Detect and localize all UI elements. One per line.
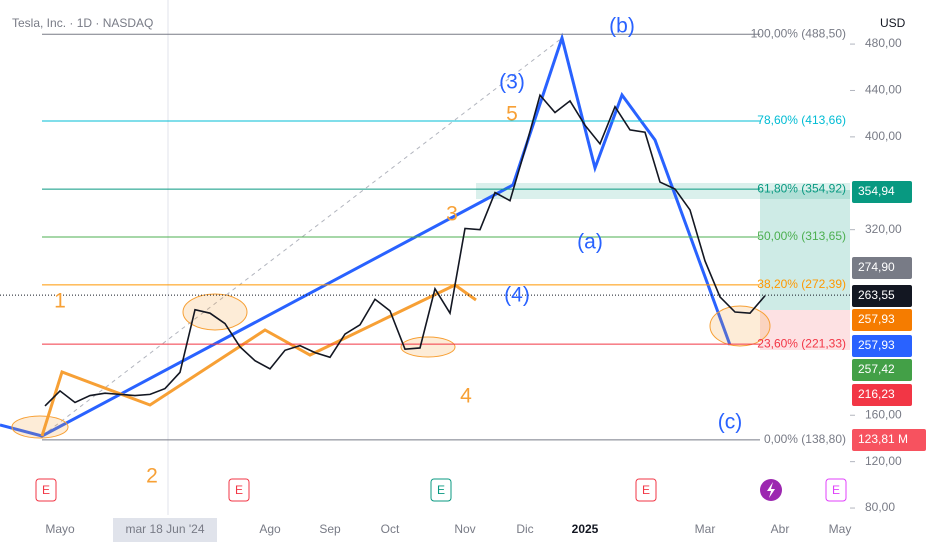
- event-label: E: [42, 483, 50, 497]
- y-tick-label: 80,00: [865, 500, 895, 514]
- price-tag: [852, 257, 912, 279]
- event-marker[interactable]: [228, 478, 250, 502]
- y-tick-label: 120,00: [865, 454, 902, 468]
- fib-label: 50,00% (313,65): [757, 229, 846, 243]
- trend-line: [41, 37, 563, 437]
- price-tag: [852, 181, 912, 203]
- wave-label: 1: [54, 290, 66, 313]
- x-tick-label: mar 18 Jun '24: [125, 522, 204, 536]
- event-markers: E E E E E: [35, 478, 847, 502]
- x-label-highlight: [113, 518, 217, 542]
- ellipse: [11, 415, 69, 439]
- zone: [476, 183, 850, 199]
- x-tick-label: Abr: [771, 522, 790, 536]
- price-tag-label: 354,94: [858, 184, 895, 198]
- y-tick-label: 440,00: [865, 83, 902, 97]
- ellipse: [182, 293, 248, 331]
- chart-title: Tesla, Inc. · 1D · NASDAQ: [12, 16, 153, 30]
- x-tick-label: Sep: [319, 522, 341, 536]
- price-tag: [852, 335, 912, 357]
- target-zone: [760, 190, 850, 310]
- price-line-series: [44, 93, 766, 407]
- icon: [767, 482, 775, 498]
- wave-label: (3): [499, 71, 525, 94]
- fib-label: 0,00% (138,80): [764, 432, 846, 446]
- wave-label: 5: [506, 103, 518, 126]
- ellipse: [709, 305, 771, 347]
- wave-label: (a): [577, 231, 603, 254]
- event-marker[interactable]: [635, 478, 657, 502]
- price-tag: [852, 429, 926, 451]
- price-tag-label: 274,90: [858, 260, 895, 274]
- event-label: E: [832, 483, 840, 497]
- price-tag: [852, 384, 912, 406]
- price-tag-label: 216,23: [858, 387, 895, 401]
- x-tick-label: Nov: [454, 522, 475, 536]
- price-tag-label: 263,55: [858, 288, 895, 302]
- event-marker[interactable]: [430, 478, 452, 502]
- wave-label: (b): [609, 15, 635, 38]
- x-tick-label: Ago: [259, 522, 281, 536]
- price-tag-label: 123,81 M: [858, 432, 908, 446]
- currency: USD: [880, 16, 906, 30]
- price-tag-label: 257,42: [858, 362, 895, 376]
- event-label: E: [235, 483, 243, 497]
- event-label: E: [437, 483, 445, 497]
- price-tag: [852, 359, 912, 381]
- y-tick-label: 320,00: [865, 222, 902, 236]
- fib-label: 61,80% (354,92): [757, 181, 846, 195]
- event-marker[interactable]: [35, 478, 57, 502]
- x-tick-label: Mar: [695, 522, 716, 536]
- wave-label: (c): [718, 411, 743, 434]
- price-tag: [852, 309, 912, 331]
- wave-label: 2: [146, 465, 158, 488]
- y-tick-label: 480,00: [865, 36, 902, 50]
- fib-label: 100,00% (488,50): [751, 26, 846, 40]
- event-label: E: [642, 483, 650, 497]
- x-tick-label: Mayo: [45, 522, 75, 536]
- y-tick-label: 160,00: [865, 407, 902, 421]
- ellipse: [400, 336, 456, 358]
- price-tag-label: 257,93: [858, 338, 895, 352]
- wave-label: 3: [446, 203, 458, 226]
- plot: 100,00% (488,50) 78,60% (413,66) 61,80% (3…: [0, 26, 850, 446]
- price-tag-label: 257,93: [858, 312, 895, 326]
- fib-label: 78,60% (413,66): [757, 113, 846, 127]
- wave-label: 4: [460, 385, 472, 408]
- price-tag: [852, 285, 912, 307]
- fib-label: 38,20% (272,39): [757, 277, 846, 291]
- fib-label: 23,60% (221,33): [757, 336, 846, 350]
- x-tick-label: Dic: [516, 522, 533, 536]
- stop-zone: [760, 310, 850, 350]
- wave-label: (4): [504, 284, 530, 307]
- x-tick-label: 2025: [572, 522, 599, 536]
- y-tick-label: 400,00: [865, 129, 902, 143]
- x-tick-label: May: [829, 522, 852, 536]
- event-marker[interactable]: [825, 478, 847, 502]
- x-tick-label: Oct: [381, 522, 400, 536]
